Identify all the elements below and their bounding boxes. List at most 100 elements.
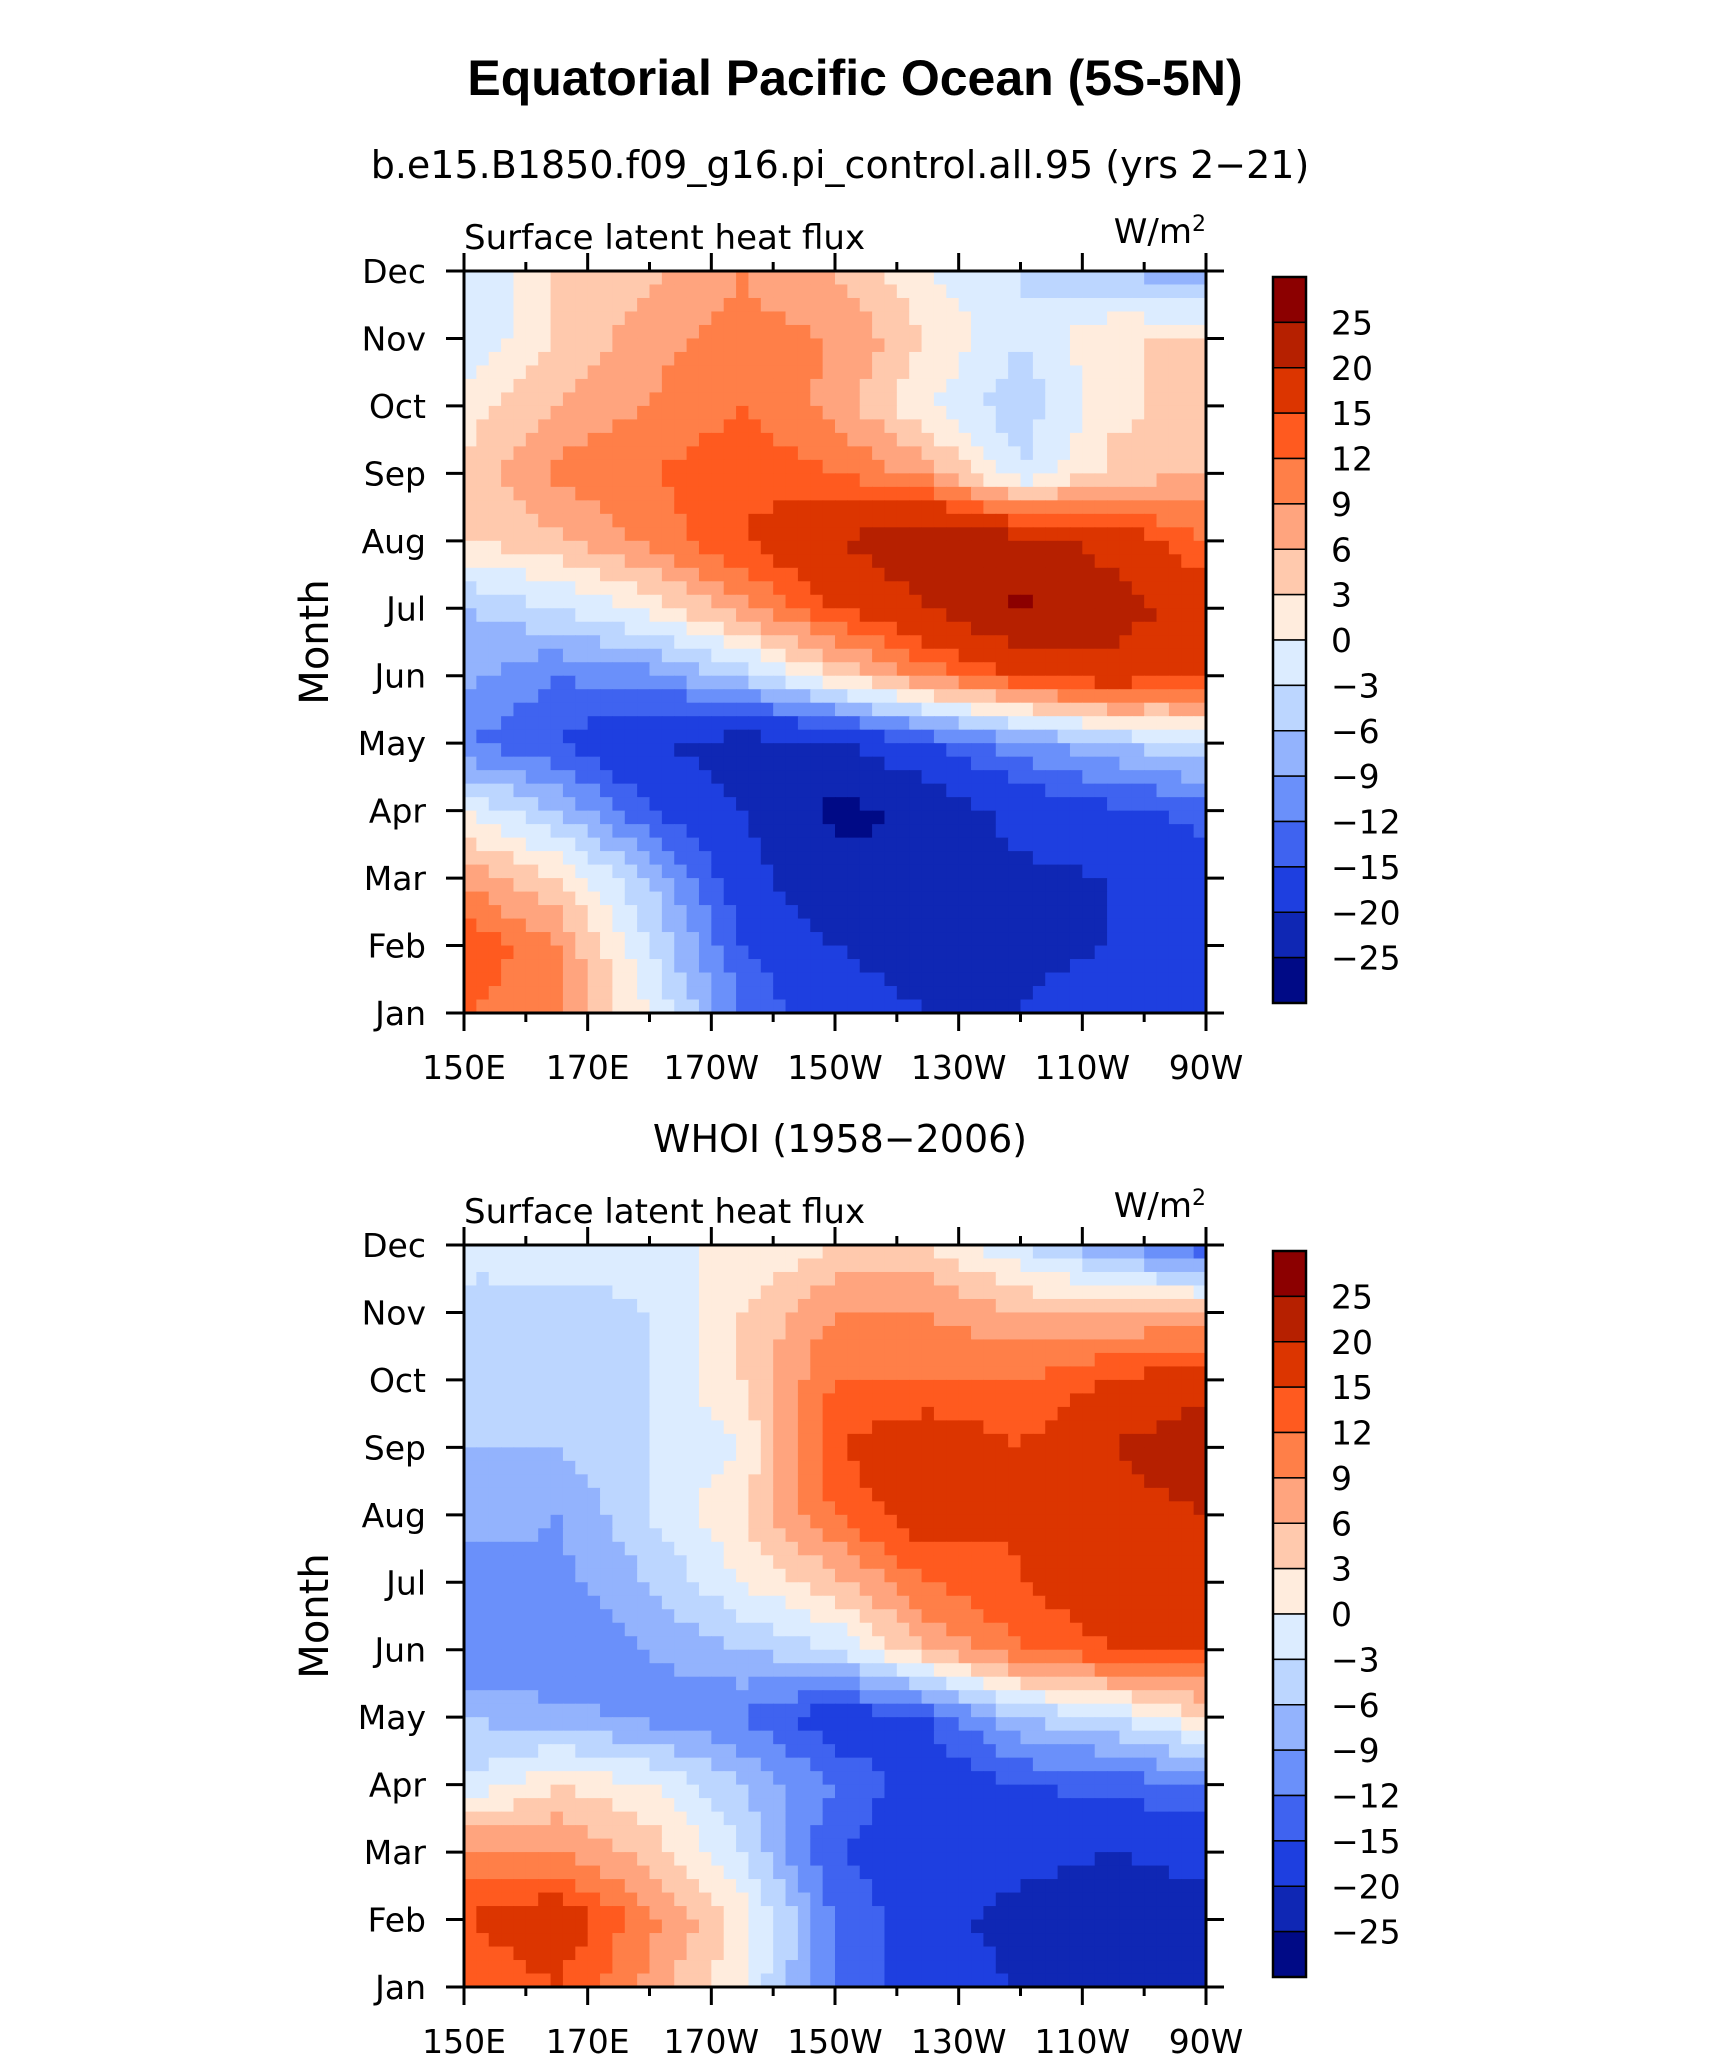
heatmap-cell [1069,729,1083,744]
heatmap-cell [983,1460,997,1475]
heatmap-cell [933,1447,947,1462]
heatmap-cell [525,891,539,906]
heatmap-cell [748,608,762,623]
heatmap-cell [971,1433,984,1448]
heatmap-cell [513,1420,527,1435]
heatmap-cell [1119,324,1133,340]
heatmap-cell [649,527,663,542]
heatmap-cell [686,1528,700,1543]
heatmap-cell [736,1582,750,1597]
heatmap-cell [624,608,638,623]
heatmap-cell [538,648,552,663]
heatmap-cell [575,729,589,744]
heatmap-cell [1131,432,1145,447]
heatmap-cell [736,797,750,812]
heatmap-cell [1131,743,1145,758]
heatmap-cell [600,743,613,758]
heatmap-cell [1168,392,1182,407]
heatmap-cell [1107,1460,1121,1475]
heatmap-cell [983,581,997,596]
heatmap-cell [624,540,638,555]
heatmap-cell [1032,311,1046,326]
heatmap-cell [513,1555,527,1570]
heatmap-cell [550,851,564,866]
heatmap-cell [1193,1366,1207,1381]
heatmap-cell [921,1312,935,1327]
heatmap-cell [1032,297,1046,313]
heatmap-cell [587,419,601,434]
heatmap-cell [995,486,1009,501]
heatmap-cell [587,1420,601,1435]
heatmap-cell [686,1487,700,1502]
heatmap-cell [711,365,725,380]
heatmap-cell [1119,675,1133,690]
heatmap-cell [661,405,675,420]
y-tick-label: Apr [369,792,427,831]
heatmap-cell [921,1420,935,1435]
heatmap-cell [797,473,811,488]
heatmap-cell [909,999,923,1014]
heatmap-cell [810,378,824,394]
heatmap-cell [748,271,762,286]
heatmap-cell [983,446,997,461]
heatmap-cell [1032,662,1046,677]
heatmap-cell [933,432,947,447]
heatmap-cell [933,1325,947,1341]
heatmap-cell [896,1379,910,1394]
heatmap-cell [649,797,663,812]
heatmap-cell [748,500,762,515]
heatmap-cell [822,1447,836,1462]
heatmap-cell [711,1528,725,1543]
heatmap-cell [1082,1568,1096,1583]
heatmap-cell [661,473,675,488]
heatmap-cell [884,959,898,974]
heatmap-cell [711,1420,725,1435]
heatmap-cell [921,999,935,1014]
heatmap-cell [859,1555,873,1570]
heatmap-cell [1008,648,1022,663]
heatmap-cell [760,743,774,758]
heatmap-cell [760,1568,774,1583]
heatmap-cell [550,311,564,326]
heatmap-cell [909,864,923,879]
heatmap-cell [575,446,589,461]
heatmap-cell [612,1379,626,1394]
heatmap-cell [1131,1528,1145,1543]
heatmap-cell [612,1366,626,1381]
heatmap-cell [1069,648,1083,663]
heatmap-cell [1032,1271,1046,1287]
heatmap-cell [575,567,589,582]
heatmap-cell [1057,567,1071,582]
heatmap-cell [1008,932,1022,947]
heatmap-cell [550,594,564,609]
heatmap-cell [637,365,651,380]
heatmap-cell [476,770,490,785]
heatmap-cell [624,689,638,704]
heatmap-cell [748,783,762,798]
heatmap-cell [723,351,737,367]
heatmap-cell [1008,1406,1022,1421]
heatmap-cell [1193,729,1207,744]
heatmap-cell [921,1258,935,1273]
heatmap-cell [723,1474,737,1489]
heatmap-cell [501,648,515,663]
heatmap-cell [1107,1379,1121,1394]
heatmap-cell [550,567,564,582]
heatmap-cell [958,1528,972,1543]
heatmap-cell [1045,729,1059,744]
heatmap-cell [797,1568,811,1583]
heatmap-cell [624,581,638,596]
heatmap-cell [562,297,576,313]
heatmap-cell [661,1406,675,1421]
heatmap-cell [711,1312,725,1327]
heatmap-cell [600,1325,613,1341]
heatmap-cell [612,378,626,394]
heatmap-cell [686,689,700,704]
heatmap-cell [983,837,997,852]
heatmap-cell [884,1474,898,1489]
heatmap-cell [1119,864,1133,879]
heatmap-cell [538,959,552,974]
heatmap-cell [859,297,873,313]
heatmap-cell [525,810,539,825]
heatmap-cell [501,486,515,501]
